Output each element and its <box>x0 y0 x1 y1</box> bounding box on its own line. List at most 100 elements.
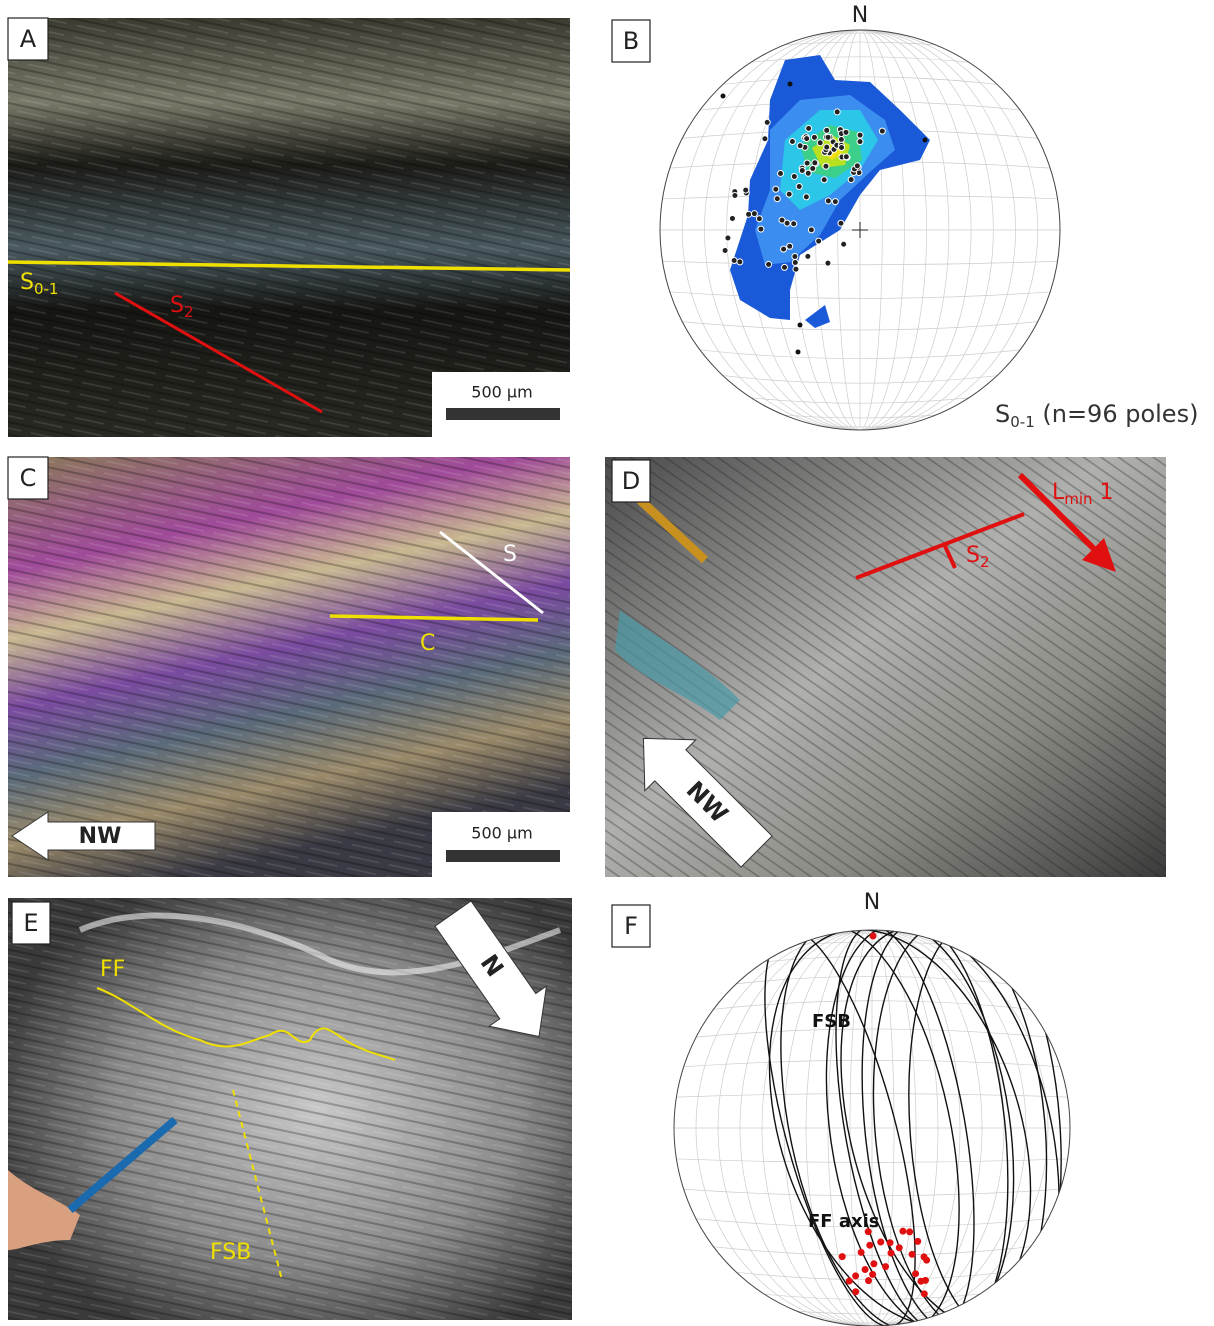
pole <box>843 154 849 160</box>
annotation: C <box>420 631 435 656</box>
pole <box>731 257 737 263</box>
pole <box>787 243 793 249</box>
panel-a: S0-1 S2 500 µm A <box>8 18 570 437</box>
fold-axis <box>869 1271 876 1278</box>
pole <box>805 170 811 176</box>
figure: S0-1 S2 500 µm A N S0-1 (n=96 poles) B <box>0 0 1214 1326</box>
pole <box>782 264 788 270</box>
pole <box>778 170 784 176</box>
fold-axis <box>852 1272 859 1279</box>
pole <box>824 127 830 133</box>
fold-axis <box>887 1239 894 1246</box>
pole <box>879 128 885 134</box>
fold-axis <box>862 1266 869 1273</box>
panel-e: FF FSB N E <box>8 893 572 1320</box>
density-contours <box>730 55 930 328</box>
panel-d: Lmin 1 S2 NW D <box>605 457 1166 877</box>
fold-axes <box>839 933 930 1298</box>
scale-label: 500 µm <box>471 824 532 843</box>
pole <box>798 323 803 328</box>
pole <box>789 138 795 144</box>
pole <box>725 235 731 241</box>
pole <box>816 238 822 244</box>
pole <box>857 139 863 145</box>
fold-axis <box>906 1228 913 1235</box>
fold-axis <box>846 1278 853 1285</box>
direction-label: NW <box>79 824 122 849</box>
pole <box>825 134 831 140</box>
pole <box>796 350 801 355</box>
fold-axis <box>921 1290 928 1297</box>
fold-axis <box>882 1263 889 1270</box>
pole <box>764 119 770 125</box>
panel-label: C <box>20 464 37 492</box>
annotation: S <box>503 542 517 567</box>
pole <box>756 216 762 222</box>
pole <box>810 165 816 171</box>
pole <box>817 140 823 146</box>
panel-b: N S0-1 (n=96 poles) B <box>612 3 1198 431</box>
pole <box>786 191 792 197</box>
pole <box>721 94 726 99</box>
fold-axis <box>914 1238 921 1245</box>
annotation: FF <box>100 957 125 982</box>
pole <box>923 138 928 143</box>
fold-axis <box>870 933 877 940</box>
pole <box>806 125 812 131</box>
pole <box>811 134 817 140</box>
pole <box>799 167 805 173</box>
pole <box>797 143 803 149</box>
fold-axis <box>877 1239 884 1246</box>
pole <box>838 136 844 142</box>
pole <box>737 259 743 265</box>
pole <box>796 184 802 190</box>
pole <box>788 82 793 87</box>
scale-box <box>432 812 570 877</box>
panel-label: F <box>624 912 638 940</box>
pole <box>803 194 809 200</box>
pole <box>758 226 764 232</box>
pole <box>804 136 810 142</box>
scale-label: 500 µm <box>471 383 532 402</box>
pole <box>834 109 840 115</box>
fold-axis <box>896 1244 903 1251</box>
pole <box>762 136 768 142</box>
caption: S0-1 (n=96 poles) <box>995 400 1198 431</box>
fold-axis <box>865 1277 872 1284</box>
pole <box>838 220 844 226</box>
pole <box>825 260 831 266</box>
pole <box>781 246 787 252</box>
north-label: N <box>852 3 868 28</box>
pole <box>743 187 749 193</box>
annotation: FSB <box>812 1011 851 1032</box>
pole <box>804 160 810 166</box>
annotation: FSB <box>210 1240 251 1265</box>
pole <box>808 227 814 233</box>
fold-axis <box>866 1242 873 1249</box>
fold-axis <box>912 1270 919 1277</box>
pole <box>729 215 735 221</box>
pole <box>791 173 797 179</box>
pole <box>841 241 847 247</box>
pole <box>854 163 860 169</box>
pole <box>839 145 845 151</box>
fold-axis <box>852 1288 859 1295</box>
fold-axis <box>858 1249 865 1256</box>
pole <box>779 217 785 223</box>
pole <box>792 259 798 265</box>
pole <box>857 132 863 138</box>
panel-f: N FSB FF axis F <box>612 890 1097 1326</box>
fold-axis <box>899 1228 906 1235</box>
pole <box>825 198 831 204</box>
pole <box>824 144 830 150</box>
pole <box>848 177 854 183</box>
panel-label: E <box>23 909 38 937</box>
pole <box>773 186 779 192</box>
fold-axis <box>870 1260 877 1267</box>
panel-label: A <box>20 25 37 53</box>
annotation: FF axis <box>808 1211 880 1232</box>
fold-axis <box>888 1250 895 1257</box>
pole <box>805 253 811 259</box>
pole <box>793 266 799 272</box>
north-label: N <box>864 890 880 915</box>
